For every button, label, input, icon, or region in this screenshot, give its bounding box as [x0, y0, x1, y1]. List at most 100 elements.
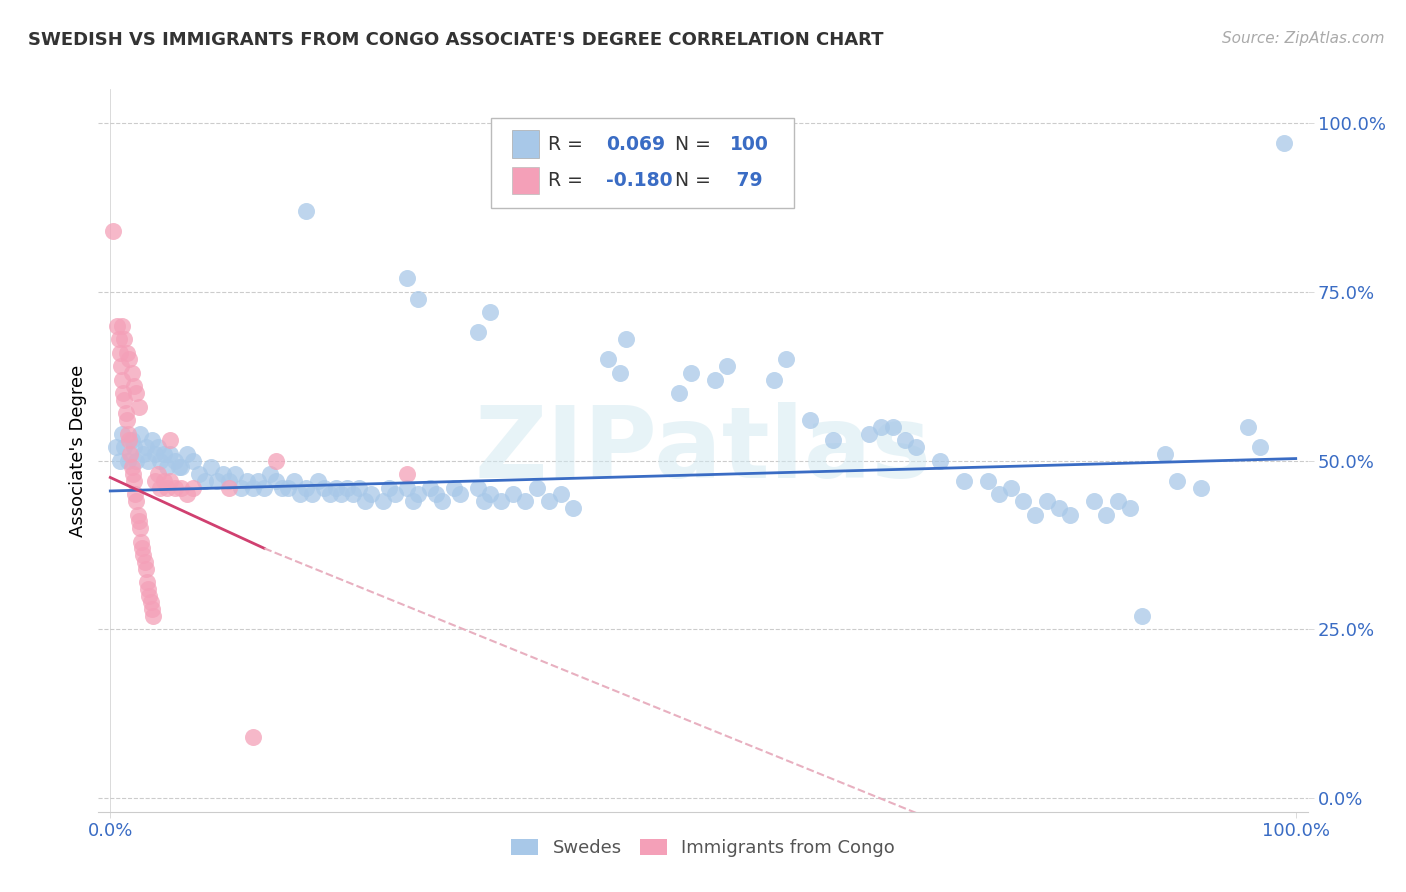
Point — [491, 494, 513, 508]
Point — [229, 481, 252, 495]
Point — [526, 481, 548, 495]
Point — [188, 467, 211, 481]
Point — [139, 595, 162, 609]
Point — [502, 487, 524, 501]
Point — [408, 487, 430, 501]
Point — [395, 467, 418, 481]
Point — [111, 373, 134, 387]
Point — [108, 345, 131, 359]
Point — [117, 426, 139, 441]
Point — [124, 487, 146, 501]
Point — [149, 453, 172, 467]
Point — [136, 453, 159, 467]
Point — [378, 481, 401, 495]
Point — [235, 474, 257, 488]
Point — [1154, 447, 1177, 461]
Point — [176, 487, 198, 501]
Point — [136, 582, 159, 596]
Point — [703, 373, 725, 387]
FancyBboxPatch shape — [512, 167, 538, 194]
Point — [242, 731, 264, 745]
Point — [125, 494, 148, 508]
Point — [112, 386, 135, 401]
Point — [395, 481, 418, 495]
Point — [149, 481, 172, 495]
Point — [264, 453, 287, 467]
Point — [277, 481, 299, 495]
FancyBboxPatch shape — [512, 130, 538, 158]
Point — [1083, 494, 1105, 508]
Point — [1272, 136, 1295, 151]
Point — [224, 467, 246, 481]
Point — [1036, 494, 1059, 508]
Point — [384, 487, 406, 501]
Point — [1095, 508, 1118, 522]
Point — [218, 481, 240, 495]
Point — [716, 359, 738, 373]
Point — [159, 447, 181, 461]
Point — [115, 413, 138, 427]
Point — [929, 453, 952, 467]
Point — [125, 386, 148, 401]
Point — [242, 481, 264, 495]
Point — [146, 467, 169, 481]
Point — [128, 400, 150, 414]
Point — [408, 292, 430, 306]
Point — [134, 555, 156, 569]
Point — [478, 487, 501, 501]
Point — [342, 487, 364, 501]
Point — [132, 548, 155, 562]
Point — [181, 481, 204, 495]
Point — [121, 434, 143, 448]
Point — [976, 474, 998, 488]
Point — [515, 494, 537, 508]
Point — [295, 481, 318, 495]
Point — [218, 474, 240, 488]
Point — [550, 487, 572, 501]
Text: SWEDISH VS IMMIGRANTS FROM CONGO ASSOCIATE'S DEGREE CORRELATION CHART: SWEDISH VS IMMIGRANTS FROM CONGO ASSOCIA… — [28, 31, 883, 49]
Point — [869, 420, 891, 434]
Point — [170, 460, 193, 475]
Point — [325, 481, 347, 495]
Point — [105, 440, 128, 454]
Point — [419, 481, 441, 495]
Point — [401, 494, 423, 508]
Point — [121, 460, 143, 475]
Point — [114, 332, 136, 346]
Point — [537, 494, 560, 508]
Point — [120, 447, 142, 461]
Point — [122, 440, 145, 454]
Point — [159, 474, 181, 488]
Point — [905, 440, 928, 454]
Point — [1047, 500, 1070, 515]
Point — [395, 271, 418, 285]
Point — [115, 345, 138, 359]
Point — [212, 467, 235, 481]
Point — [167, 460, 190, 475]
Text: Source: ZipAtlas.com: Source: ZipAtlas.com — [1222, 31, 1385, 46]
Point — [449, 487, 471, 501]
Point — [371, 494, 394, 508]
Point — [882, 420, 904, 434]
Point — [138, 589, 160, 603]
Point — [467, 481, 489, 495]
Point — [360, 487, 382, 501]
Point — [472, 494, 495, 508]
Text: 100: 100 — [730, 135, 769, 153]
Point — [114, 440, 136, 454]
Point — [111, 426, 134, 441]
Text: N =: N = — [675, 135, 717, 153]
Point — [443, 481, 465, 495]
Point — [121, 366, 143, 380]
Point — [253, 481, 276, 495]
Point — [609, 366, 631, 380]
Text: -0.180: -0.180 — [606, 170, 673, 190]
Point — [668, 386, 690, 401]
Point — [425, 487, 447, 501]
Point — [143, 474, 166, 488]
Point — [1107, 494, 1129, 508]
Point — [336, 481, 359, 495]
Point — [125, 453, 148, 467]
Text: R =: R = — [548, 170, 589, 190]
Point — [121, 467, 143, 481]
